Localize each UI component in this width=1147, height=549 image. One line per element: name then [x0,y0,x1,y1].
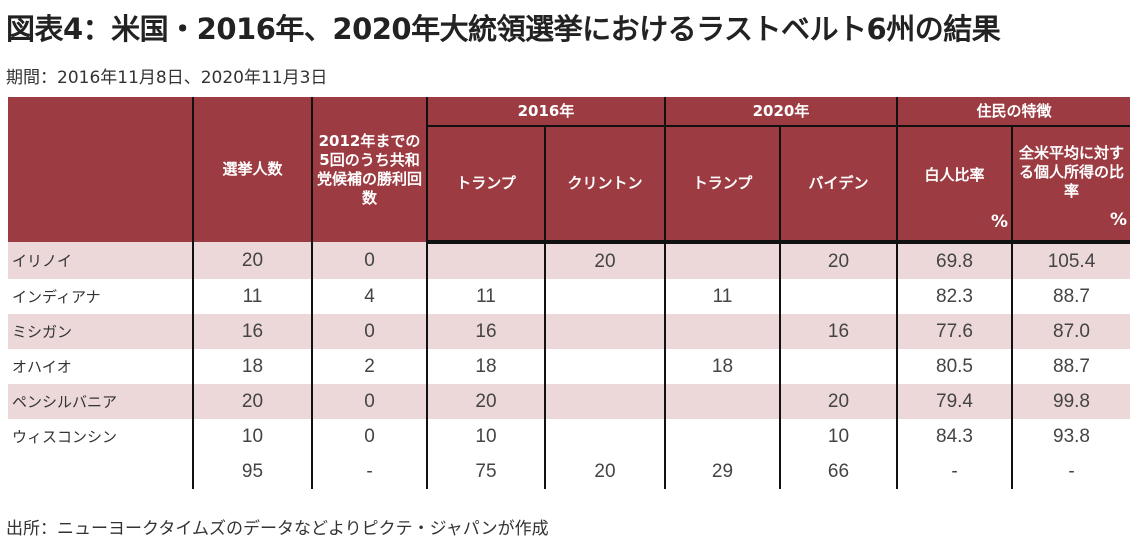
cell-t16: 11 [426,279,545,314]
white-label: 白人比率 [924,165,985,184]
cell-income: 87.0 [1011,314,1130,349]
header-2020: 2020年 [664,97,897,127]
cell-rep: 2 [311,349,427,384]
cell-electors: 10 [192,419,312,454]
chart-title: 図表4：米国・2016年、2020年大統領選挙におけるラストベルト6州の結果 [6,12,1001,46]
source-note: 出所：ニューヨークタイムズのデータなどよりピクテ・ジャパンが作成 [6,519,549,539]
table-row: ミシガン 16 0 16 16 77.6 87.0 [8,314,1130,349]
cell-income: 88.7 [1011,279,1130,314]
cell-state: インディアナ [12,289,101,306]
table-row: ペンシルバニア 20 0 20 20 79.4 99.8 [8,384,1130,419]
cell-electors: 18 [192,349,312,384]
cell-b20: 20 [779,384,897,419]
cell-white: 82.3 [896,279,1012,314]
cell-electors: 20 [192,242,312,279]
results-table: 選挙人数 2012年までの5回のうち共和党候補の勝利回数 2016年 2020年… [8,97,1130,489]
cell-income: - [1011,454,1130,489]
cell-b20 [779,349,897,384]
income-label: 全米平均に対する個人所得の比率 [1019,143,1125,200]
header-electors: 選挙人数 [192,97,312,242]
total-row: 95-75 20 29 66- - [8,454,1130,489]
cell-t16: 18 [426,349,545,384]
header-trump-2020: トランプ [664,126,780,244]
header-residents: 住民の特徴 [896,97,1130,127]
cell-income: 93.8 [1011,419,1130,454]
cell-electors: 20 [192,384,312,419]
cell-income: 99.8 [1011,384,1130,419]
header-state [8,97,193,242]
cell-white: 84.3 [896,419,1012,454]
cell-rep: - [311,454,427,489]
table-row: イリノイ 20 0 20 20 69.8 105.4 [8,242,1130,279]
cell-t20 [664,384,780,419]
cell-white: 77.6 [896,314,1012,349]
cell-c16 [544,314,665,349]
table-row: ウィスコンシン 10 0 10 10 84.3 93.8 [8,419,1130,454]
cell-rep: 0 [311,242,427,279]
pct-unit: % [1109,209,1127,230]
cell-c16: 20 [544,454,665,489]
cell-state: ペンシルバニア [8,384,193,419]
cell-c16 [544,419,665,454]
cell-t20 [664,314,780,349]
cell-t16: 16 [426,314,545,349]
header-income-ratio: 全米平均に対する個人所得の比率% [1011,126,1130,244]
pct-unit: % [990,211,1008,232]
cell-white: 79.4 [896,384,1012,419]
cell-state: オハイオ [12,359,72,376]
header-2016: 2016年 [426,97,665,127]
cell-rep: 4 [311,279,427,314]
cell-c16: 20 [544,242,665,279]
header-white-ratio: 白人比率% [896,126,1012,244]
cell-state: イリノイ [8,242,193,279]
cell-state [8,454,193,489]
period-subtitle: 期間：2016年11月8日、2020年11月3日 [6,68,328,88]
cell-electors: 16 [192,314,312,349]
cell-income: 105.4 [1011,242,1130,279]
cell-t20: 29 [664,454,780,489]
cell-rep: 0 [311,419,427,454]
cell-t16: 20 [426,384,545,419]
cell-t20: 11 [664,279,780,314]
cell-t16: 10 [426,419,545,454]
header-biden: バイデン [779,126,897,244]
cell-b20: 20 [779,242,897,279]
cell-rep: 0 [311,384,427,419]
cell-c16 [544,384,665,419]
header-rep-wins: 2012年までの5回のうち共和党候補の勝利回数 [311,97,427,242]
cell-t20 [664,242,780,279]
cell-rep: 0 [311,314,427,349]
cell-white: 69.8 [896,242,1012,279]
cell-b20: 10 [779,419,897,454]
cell-state: ミシガン [8,314,193,349]
cell-white: - [896,454,1012,489]
table-row: オハイオ 18 2 18 18 80.5 88.7 [8,349,1130,384]
cell-t20 [664,419,780,454]
header-clinton: クリントン [544,126,665,244]
table-row: インディアナ 11 4 11 11 82.3 88.7 [8,279,1130,314]
cell-electors: 95 [192,454,312,489]
header-trump-2016: トランプ [426,126,545,244]
cell-t16 [426,242,545,279]
cell-b20: 66 [779,454,897,489]
cell-t16: 75 [426,454,545,489]
cell-electors: 11 [192,279,312,314]
cell-b20 [779,279,897,314]
cell-income: 88.7 [1011,349,1130,384]
cell-b20: 16 [779,314,897,349]
cell-c16 [544,279,665,314]
cell-white: 80.5 [896,349,1012,384]
cell-state: ウィスコンシン [12,429,118,446]
cell-t20: 18 [664,349,780,384]
cell-c16 [544,349,665,384]
